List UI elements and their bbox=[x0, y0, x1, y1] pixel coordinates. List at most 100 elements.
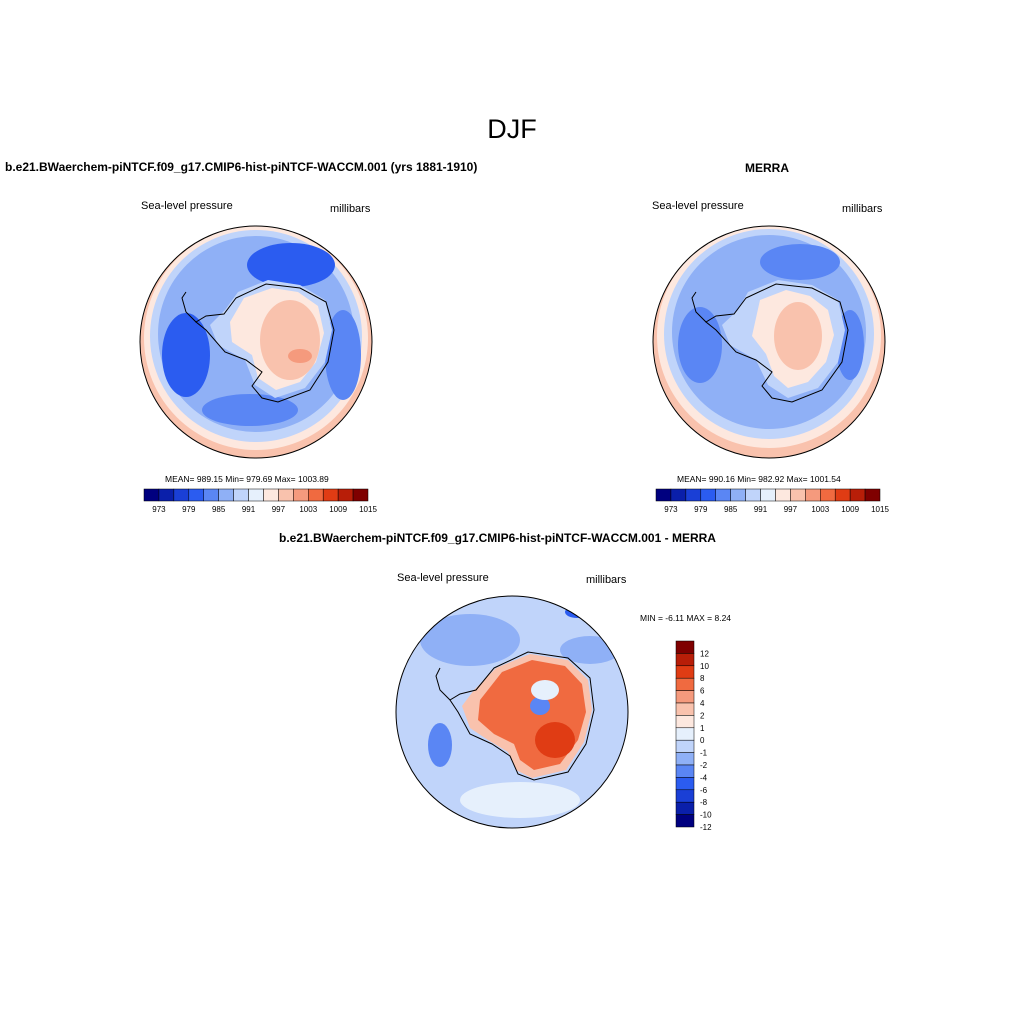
colorbar-swatch bbox=[805, 488, 821, 502]
colorbar-tick-label: 1015 bbox=[871, 505, 889, 514]
colorbar-swatch bbox=[308, 488, 324, 502]
antarctic-peninsula-coastline bbox=[435, 667, 451, 701]
colorbar-tick-label: -10 bbox=[700, 811, 712, 820]
map-field-band bbox=[460, 782, 580, 818]
colorbar-swatch bbox=[278, 488, 294, 502]
colorbar-swatch bbox=[834, 488, 851, 502]
panel-1-title: b.e21.BWaerchem-piNTCF.f09_g17.CMIP6-his… bbox=[5, 160, 478, 174]
colorbar-tick-label: -6 bbox=[700, 786, 708, 795]
antarctica-coastline bbox=[449, 651, 595, 781]
panel-3-units-label: millibars bbox=[586, 574, 627, 586]
colorbar-tick-label: 997 bbox=[784, 505, 798, 514]
colorbar-swatch bbox=[790, 488, 806, 502]
colorbar-tick-label: 1 bbox=[700, 724, 705, 733]
antarctica-coastline bbox=[195, 283, 335, 403]
colorbar-swatch bbox=[675, 677, 695, 691]
colorbar-swatch bbox=[655, 488, 672, 502]
colorbar-swatch bbox=[263, 488, 279, 502]
map-field-high bbox=[535, 722, 575, 758]
panel-3-title: b.e21.BWaerchem-piNTCF.f09_g17.CMIP6-his… bbox=[279, 531, 716, 545]
colorbar-swatch bbox=[864, 488, 881, 502]
panel-3-map-border bbox=[395, 595, 629, 829]
colorbar-swatch bbox=[352, 488, 369, 502]
panel-2-variable-label: Sea-level pressure bbox=[652, 200, 744, 212]
colorbar-swatch bbox=[293, 488, 309, 502]
colorbar-tick-label: 997 bbox=[272, 505, 286, 514]
colorbar-swatch bbox=[233, 488, 249, 502]
panel-1-units-label: millibars bbox=[330, 203, 371, 215]
colorbar-swatch bbox=[675, 777, 695, 791]
map-field-low bbox=[560, 636, 620, 664]
colorbar-tick-label: -12 bbox=[700, 823, 712, 832]
colorbar-swatch bbox=[188, 488, 204, 502]
colorbar-tick-label: 1009 bbox=[329, 505, 347, 514]
colorbar-swatch bbox=[675, 715, 695, 729]
colorbar-swatch bbox=[745, 488, 761, 502]
colorbar-swatch bbox=[760, 488, 776, 502]
panel-1-variable-label: Sea-level pressure bbox=[141, 200, 233, 212]
colorbar-tick-label: 1003 bbox=[299, 505, 317, 514]
colorbar-swatch bbox=[675, 690, 695, 704]
colorbar-swatch bbox=[675, 801, 695, 815]
panel-1-map-border bbox=[139, 225, 373, 459]
colorbar-tick-label: 10 bbox=[700, 662, 709, 671]
colorbar-tick-label: 973 bbox=[664, 505, 678, 514]
colorbar-tick-label: 0 bbox=[700, 736, 705, 745]
antarctica-coastline bbox=[705, 283, 849, 403]
colorbar-swatch bbox=[675, 739, 695, 753]
colorbar-tick-label: -2 bbox=[700, 761, 708, 770]
map-field-low bbox=[530, 697, 550, 715]
map-field-high bbox=[774, 302, 822, 370]
colorbar-tick-label: 985 bbox=[212, 505, 226, 514]
colorbar-swatch bbox=[700, 488, 716, 502]
panel-2-colorbar: 973 979 985 991 997 1003 1009 1015 bbox=[655, 488, 889, 514]
colorbar-tick-label: 2 bbox=[700, 711, 705, 720]
colorbar-tick-label: 1003 bbox=[811, 505, 829, 514]
colorbar-tick-label: 985 bbox=[724, 505, 738, 514]
colorbar-tick-label: -1 bbox=[700, 749, 708, 758]
colorbar-tick-label: 1015 bbox=[359, 505, 377, 514]
colorbar-swatch bbox=[670, 488, 687, 502]
colorbar-swatch bbox=[675, 640, 695, 654]
colorbar-swatch bbox=[143, 488, 160, 502]
colorbar-swatch bbox=[715, 488, 731, 502]
panel-2-map-border bbox=[652, 225, 886, 459]
panel-2-map bbox=[653, 226, 885, 458]
map-field-low bbox=[202, 394, 298, 426]
colorbar-swatch bbox=[849, 488, 866, 502]
colorbar-swatch bbox=[218, 488, 234, 502]
colorbar-tick-label: 979 bbox=[182, 505, 196, 514]
colorbar-tick-label: -4 bbox=[700, 773, 708, 782]
colorbar-swatch bbox=[675, 702, 695, 716]
panel-3-variable-label: Sea-level pressure bbox=[397, 572, 489, 584]
colorbar-swatch bbox=[248, 488, 264, 502]
colorbar-swatch bbox=[158, 488, 175, 502]
map-field-low bbox=[162, 313, 210, 397]
map-field-low bbox=[760, 244, 840, 280]
colorbar-swatch bbox=[675, 764, 695, 778]
colorbar-swatch bbox=[730, 488, 746, 502]
map-field-low bbox=[678, 307, 722, 383]
colorbar-tick-label: 6 bbox=[700, 687, 705, 696]
colorbar-swatch bbox=[675, 665, 695, 679]
colorbar-swatch bbox=[337, 488, 354, 502]
antarctic-peninsula-coastline bbox=[181, 291, 197, 323]
panel-3-stats: MIN = -6.11 MAX = 8.24 bbox=[640, 613, 732, 623]
colorbar-tick-label: 979 bbox=[694, 505, 708, 514]
colorbar-swatch bbox=[203, 488, 219, 502]
map-field-low bbox=[428, 723, 452, 767]
main-title: DJF bbox=[487, 114, 537, 144]
colorbar-swatch bbox=[322, 488, 339, 502]
colorbar-tick-label: 973 bbox=[152, 505, 166, 514]
map-field-band bbox=[531, 680, 559, 700]
panel-1-colorbar: 973 979 985 991 997 1003 1009 1015 bbox=[143, 488, 377, 514]
colorbar-swatch bbox=[675, 727, 695, 741]
colorbar-swatch bbox=[675, 752, 695, 766]
colorbar-swatch bbox=[685, 488, 702, 502]
colorbar-tick-label: 991 bbox=[242, 505, 256, 514]
colorbar-tick-label: 4 bbox=[700, 699, 705, 708]
panel-2-stats: MEAN= 990.16 Min= 982.92 Max= 1001.54 bbox=[677, 474, 841, 484]
map-field-high bbox=[288, 349, 312, 363]
